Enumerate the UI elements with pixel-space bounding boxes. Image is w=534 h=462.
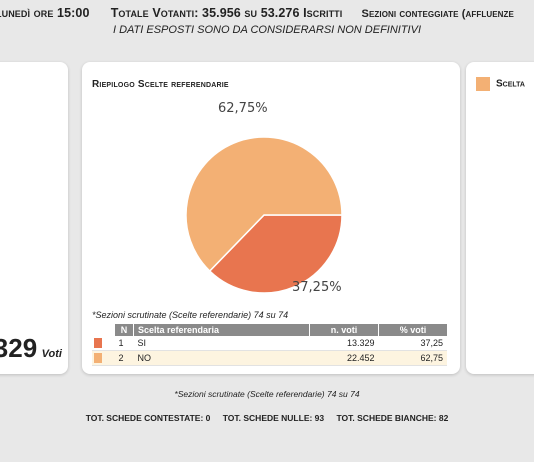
row-votes: 13.329 xyxy=(309,336,379,351)
total-votes-value: 329 xyxy=(0,333,38,363)
legend-swatch xyxy=(476,77,490,91)
pie-chart xyxy=(185,136,343,294)
total-votes: 329 Voti xyxy=(0,333,62,364)
table-row: 2 NO 22.452 62,75 xyxy=(92,350,447,366)
table-row: 1 SI 13.329 37,25 xyxy=(92,336,447,351)
pie-label-no: 62,75% xyxy=(218,101,268,116)
table-header-row: N Scelta referendaria n. voti % voti xyxy=(92,324,447,336)
referendum-summary-card: Riepilogo Scelte referendarie 62,75% 37,… xyxy=(82,62,460,374)
status-header: lunedì ore 15:00 Totale Votanti: 35.956 … xyxy=(0,6,534,20)
choice-card-label: Scelta xyxy=(496,78,525,90)
row-n: 1 xyxy=(114,336,134,351)
voters-total: Totale Votanti: 35.956 su 53.276 Iscritt… xyxy=(110,6,343,20)
total-votes-card: 329 Voti xyxy=(0,62,68,374)
pie-label-si: 37,25% xyxy=(292,280,342,295)
pie-slice-si xyxy=(208,214,343,294)
row-percent: 62,75 xyxy=(378,350,447,366)
color-swatch xyxy=(94,338,102,349)
blank-ballots: TOT. SCHEDE BIANCHE: 82 xyxy=(336,413,449,423)
card-title: Riepilogo Scelte referendarie xyxy=(92,79,229,90)
sections-counted: Sezioni conteggiate (affluenze xyxy=(361,8,514,20)
pie-slice-no xyxy=(185,136,343,273)
ballot-totals: TOT. SCHEDE CONTESTATE: 0 TOT. SCHEDE NU… xyxy=(0,413,534,423)
choice-card: Scelta xyxy=(466,62,534,374)
total-votes-unit: Voti xyxy=(41,348,62,360)
row-choice: SI xyxy=(133,336,310,351)
provisional-notice: I dati esposti sono da considerarsi non … xyxy=(112,24,422,36)
col-votes: n. voti xyxy=(309,324,379,336)
null-ballots: TOT. SCHEDE NULLE: 93 xyxy=(222,413,325,423)
col-percent: % voti xyxy=(378,324,447,336)
results-table: N Scelta referendaria n. voti % voti 1 S… xyxy=(92,324,447,366)
choice-card-title: Scelta xyxy=(476,77,525,91)
row-percent: 37,25 xyxy=(378,336,447,351)
row-votes: 22.452 xyxy=(309,350,379,366)
row-n: 2 xyxy=(114,350,134,366)
col-choice: Scelta referendaria xyxy=(133,324,310,336)
scrutiny-note: *Sezioni scrutinate (Scelte referendarie… xyxy=(92,310,289,320)
pie-chart-area: 62,75% 37,25% xyxy=(182,101,362,305)
contested-ballots: TOT. SCHEDE CONTESTATE: 0 xyxy=(85,413,211,423)
col-n: N xyxy=(114,324,134,336)
row-choice: NO xyxy=(133,350,310,366)
color-swatch xyxy=(94,353,102,364)
bottom-scrutiny-note: *Sezioni scrutinate (Scelte referendarie… xyxy=(174,389,360,399)
update-time: lunedì ore 15:00 xyxy=(0,6,90,20)
